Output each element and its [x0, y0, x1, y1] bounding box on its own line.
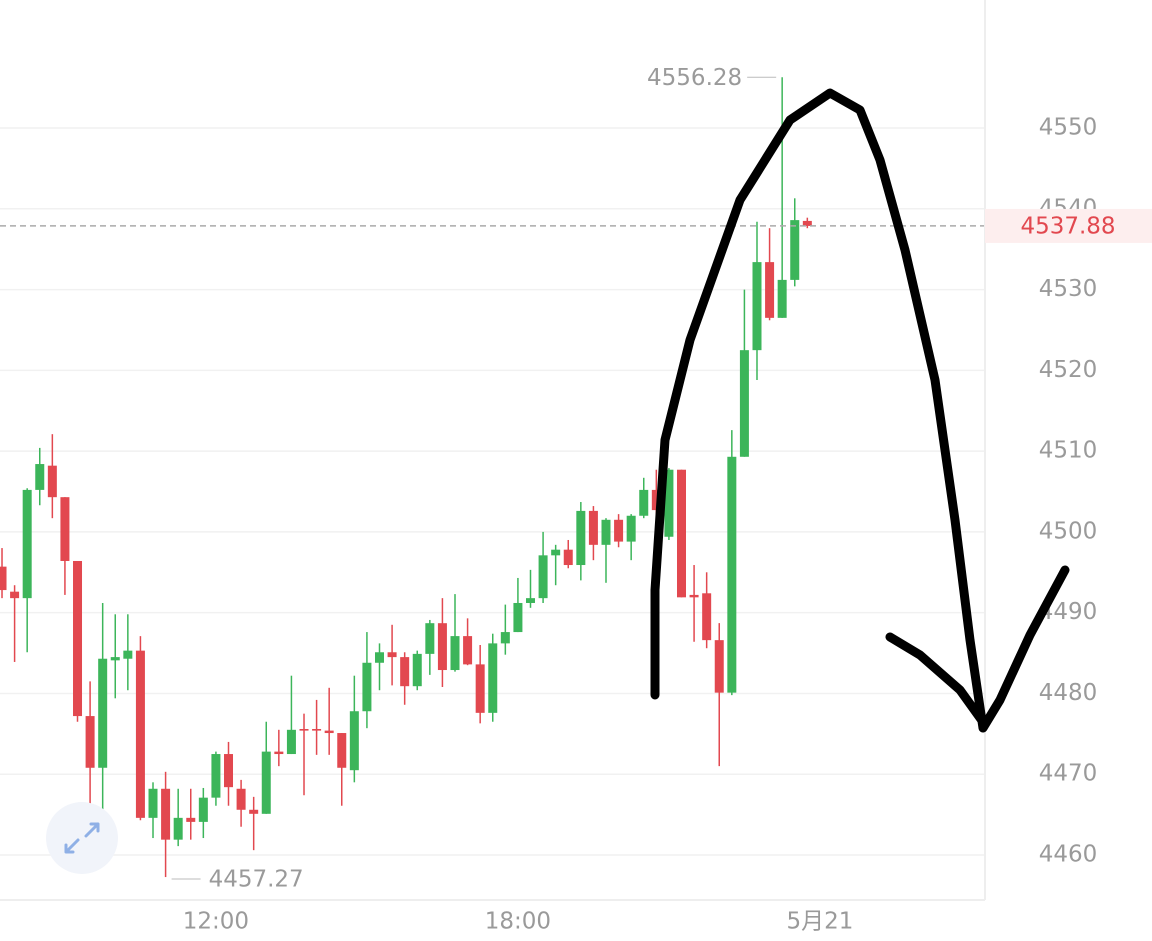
y-tick-label: 4520 [1039, 357, 1098, 383]
candle-body [173, 817, 183, 840]
candle-body [324, 730, 334, 734]
candle-body [47, 465, 57, 498]
expand-button[interactable] [46, 802, 118, 874]
candle-body [274, 751, 284, 755]
candle-body [110, 657, 120, 661]
y-tick-label: 4500 [1039, 518, 1098, 544]
candle-body [538, 555, 548, 599]
candle-body [161, 788, 171, 840]
candle-body [400, 657, 410, 687]
candle-body [651, 489, 661, 511]
x-tick-label: 18:00 [485, 909, 551, 935]
candle-body [211, 754, 221, 798]
candle-body [337, 733, 347, 768]
candle-body [85, 716, 95, 768]
min-label: 4457.27 [209, 867, 304, 893]
expand-button-bg[interactable] [46, 802, 118, 874]
candle-body [98, 658, 108, 768]
candle-body [437, 623, 447, 671]
candle-body [425, 623, 435, 654]
candle-body [299, 728, 309, 731]
max-label: 4556.28 [647, 65, 742, 91]
candle-body [73, 560, 83, 717]
candle-body [22, 489, 32, 599]
candle-body [0, 566, 7, 591]
candle-body [387, 652, 397, 658]
candle-body [312, 728, 322, 731]
candle-body [513, 602, 523, 633]
candle-body [286, 729, 296, 755]
candle-body [261, 751, 271, 814]
y-tick-label: 4530 [1039, 276, 1098, 302]
y-tick-label: 4550 [1039, 115, 1098, 141]
candle-body [10, 591, 20, 599]
candle-body [639, 489, 649, 516]
candle-body [588, 510, 598, 545]
y-tick-label: 4510 [1039, 438, 1098, 464]
last-price-box [985, 208, 1152, 243]
y-tick-label: 4470 [1039, 761, 1098, 787]
candles [0, 76, 985, 880]
candle-body [249, 809, 259, 814]
candle-body [35, 464, 45, 490]
candle-body [802, 220, 812, 226]
candle-body [752, 262, 762, 351]
candle-body [362, 662, 372, 712]
candle-body [626, 515, 636, 542]
candle-body [236, 788, 246, 810]
candle-body [135, 650, 145, 818]
candle-body [676, 469, 686, 598]
expand-icon[interactable] [64, 822, 100, 854]
candle-body [475, 664, 485, 713]
candle-body [714, 640, 724, 693]
candle-body [777, 279, 787, 318]
candle-body [186, 817, 196, 822]
candle-body [463, 636, 473, 665]
candle-body [551, 549, 561, 556]
candle-body [601, 519, 611, 545]
candle-body [123, 650, 133, 659]
candle-body [349, 711, 359, 771]
x-tick-label: 12:00 [183, 909, 249, 935]
candle-body [148, 788, 158, 818]
hand-drawn-arrow [650, 88, 1070, 733]
last-price-label: 4537.88 [1020, 213, 1115, 239]
candle-body [60, 497, 70, 561]
candle-body [765, 262, 775, 318]
candle-body [614, 519, 624, 542]
candle-body [702, 593, 712, 641]
candle-body [576, 510, 586, 566]
candle-body [790, 220, 800, 280]
candle-body [488, 643, 498, 713]
y-tick-label: 4480 [1039, 680, 1098, 706]
price-axis-panel [985, 0, 1152, 941]
candle-body [689, 594, 699, 598]
candle-body [526, 598, 536, 603]
candle-body [739, 350, 749, 457]
candle-body [563, 549, 573, 566]
candle-body [224, 754, 234, 788]
candle-body [664, 469, 674, 537]
candle-body [412, 653, 422, 687]
y-tick-label: 4460 [1039, 842, 1098, 868]
candle-body [198, 797, 208, 822]
labels: 4460447044804490450045104520453045404550… [183, 65, 1152, 935]
candle-body [450, 636, 460, 671]
candle-body [375, 652, 385, 663]
candle-body [500, 632, 510, 644]
grid [0, 127, 985, 856]
candle-body [727, 456, 737, 693]
x-tick-label: 5月21 [786, 909, 853, 935]
